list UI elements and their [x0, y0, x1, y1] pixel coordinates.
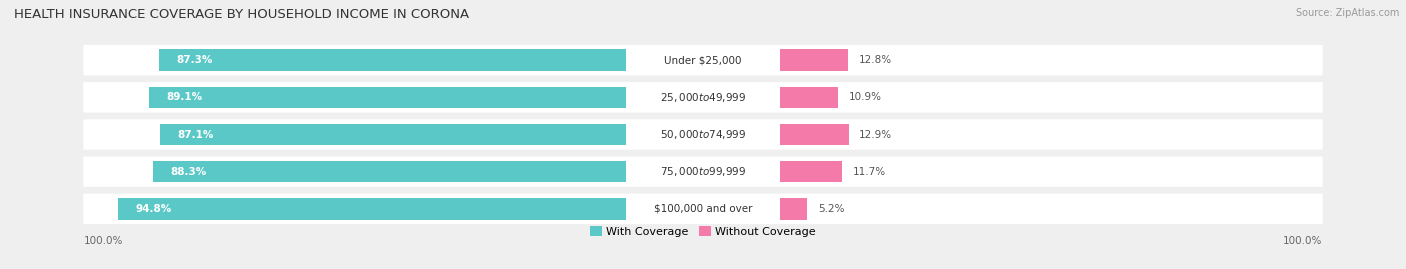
- Text: 10.9%: 10.9%: [848, 92, 882, 102]
- Text: $100,000 and over: $100,000 and over: [654, 204, 752, 214]
- Bar: [159, 49, 627, 71]
- Bar: [779, 198, 807, 220]
- FancyBboxPatch shape: [83, 157, 1323, 187]
- Bar: [118, 198, 627, 220]
- Text: 12.8%: 12.8%: [859, 55, 891, 65]
- FancyBboxPatch shape: [83, 45, 1323, 75]
- Bar: [779, 49, 848, 71]
- Legend: With Coverage, Without Coverage: With Coverage, Without Coverage: [586, 222, 820, 241]
- Text: 5.2%: 5.2%: [818, 204, 845, 214]
- Bar: [160, 124, 627, 145]
- Text: 89.1%: 89.1%: [166, 92, 202, 102]
- Text: 100.0%: 100.0%: [83, 236, 122, 246]
- Text: Source: ZipAtlas.com: Source: ZipAtlas.com: [1295, 8, 1399, 18]
- Text: 12.9%: 12.9%: [859, 129, 893, 140]
- Text: 87.3%: 87.3%: [176, 55, 212, 65]
- Bar: [779, 161, 842, 182]
- FancyBboxPatch shape: [83, 194, 1323, 224]
- Bar: [779, 124, 849, 145]
- Text: 11.7%: 11.7%: [852, 167, 886, 177]
- Text: 87.1%: 87.1%: [177, 129, 214, 140]
- Text: 94.8%: 94.8%: [136, 204, 172, 214]
- Bar: [779, 87, 838, 108]
- Text: 88.3%: 88.3%: [170, 167, 207, 177]
- Bar: [149, 87, 627, 108]
- Text: $75,000 to $99,999: $75,000 to $99,999: [659, 165, 747, 178]
- Bar: [153, 161, 627, 182]
- FancyBboxPatch shape: [83, 82, 1323, 112]
- Text: Under $25,000: Under $25,000: [664, 55, 742, 65]
- Text: HEALTH INSURANCE COVERAGE BY HOUSEHOLD INCOME IN CORONA: HEALTH INSURANCE COVERAGE BY HOUSEHOLD I…: [14, 8, 470, 21]
- FancyBboxPatch shape: [83, 119, 1323, 150]
- Text: 100.0%: 100.0%: [1284, 236, 1323, 246]
- Text: $50,000 to $74,999: $50,000 to $74,999: [659, 128, 747, 141]
- Text: $25,000 to $49,999: $25,000 to $49,999: [659, 91, 747, 104]
